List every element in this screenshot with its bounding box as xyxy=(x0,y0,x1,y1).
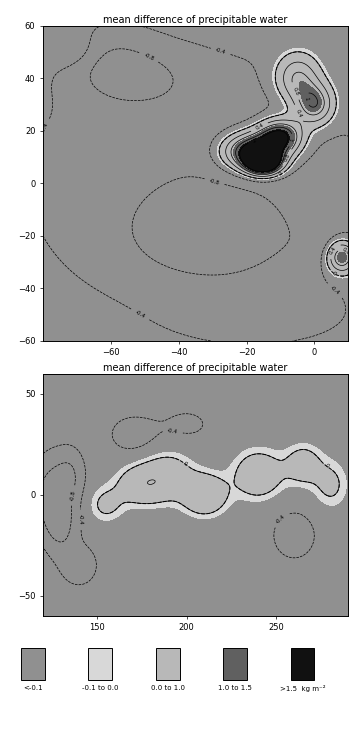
Text: -0.8: -0.8 xyxy=(209,177,220,185)
Text: 0.0 to 1.0: 0.0 to 1.0 xyxy=(151,685,185,691)
Text: -0.4: -0.4 xyxy=(329,285,341,296)
Text: 0.8: 0.8 xyxy=(283,152,291,163)
Text: -0.1 to 0.0: -0.1 to 0.0 xyxy=(82,685,118,691)
Text: -0.4: -0.4 xyxy=(167,428,178,435)
FancyBboxPatch shape xyxy=(21,648,45,680)
Text: 0: 0 xyxy=(278,172,284,177)
Title: mean difference of precipitable water: mean difference of precipitable water xyxy=(103,363,288,373)
Text: 0.4: 0.4 xyxy=(255,123,265,131)
Text: -0.4: -0.4 xyxy=(78,515,83,525)
Text: 0: 0 xyxy=(331,270,337,276)
Text: -0.4: -0.4 xyxy=(215,48,227,56)
Text: 0.8: 0.8 xyxy=(341,247,351,256)
Text: 0.4: 0.4 xyxy=(328,245,338,255)
Text: -0.4: -0.4 xyxy=(275,514,286,525)
Text: 0.8: 0.8 xyxy=(291,86,299,96)
Text: 1.0 to 1.5: 1.0 to 1.5 xyxy=(218,685,252,691)
Text: -0.4: -0.4 xyxy=(134,309,146,319)
Text: 0: 0 xyxy=(182,461,188,467)
Text: -0.8: -0.8 xyxy=(143,52,155,62)
FancyBboxPatch shape xyxy=(291,648,314,680)
Text: 0.4: 0.4 xyxy=(294,108,302,119)
Text: -0.4: -0.4 xyxy=(40,122,50,134)
Text: 1: 1 xyxy=(304,97,309,101)
Text: 0: 0 xyxy=(324,463,330,469)
Text: >1.5  kg m⁻²: >1.5 kg m⁻² xyxy=(280,685,326,692)
Title: mean difference of precipitable water: mean difference of precipitable water xyxy=(103,15,288,25)
FancyBboxPatch shape xyxy=(156,648,180,680)
Text: 1: 1 xyxy=(289,138,295,143)
Text: -0.8: -0.8 xyxy=(69,490,76,501)
Text: 2: 2 xyxy=(252,138,257,144)
FancyBboxPatch shape xyxy=(88,648,112,680)
FancyBboxPatch shape xyxy=(223,648,247,680)
Text: <-0.1: <-0.1 xyxy=(23,685,42,691)
